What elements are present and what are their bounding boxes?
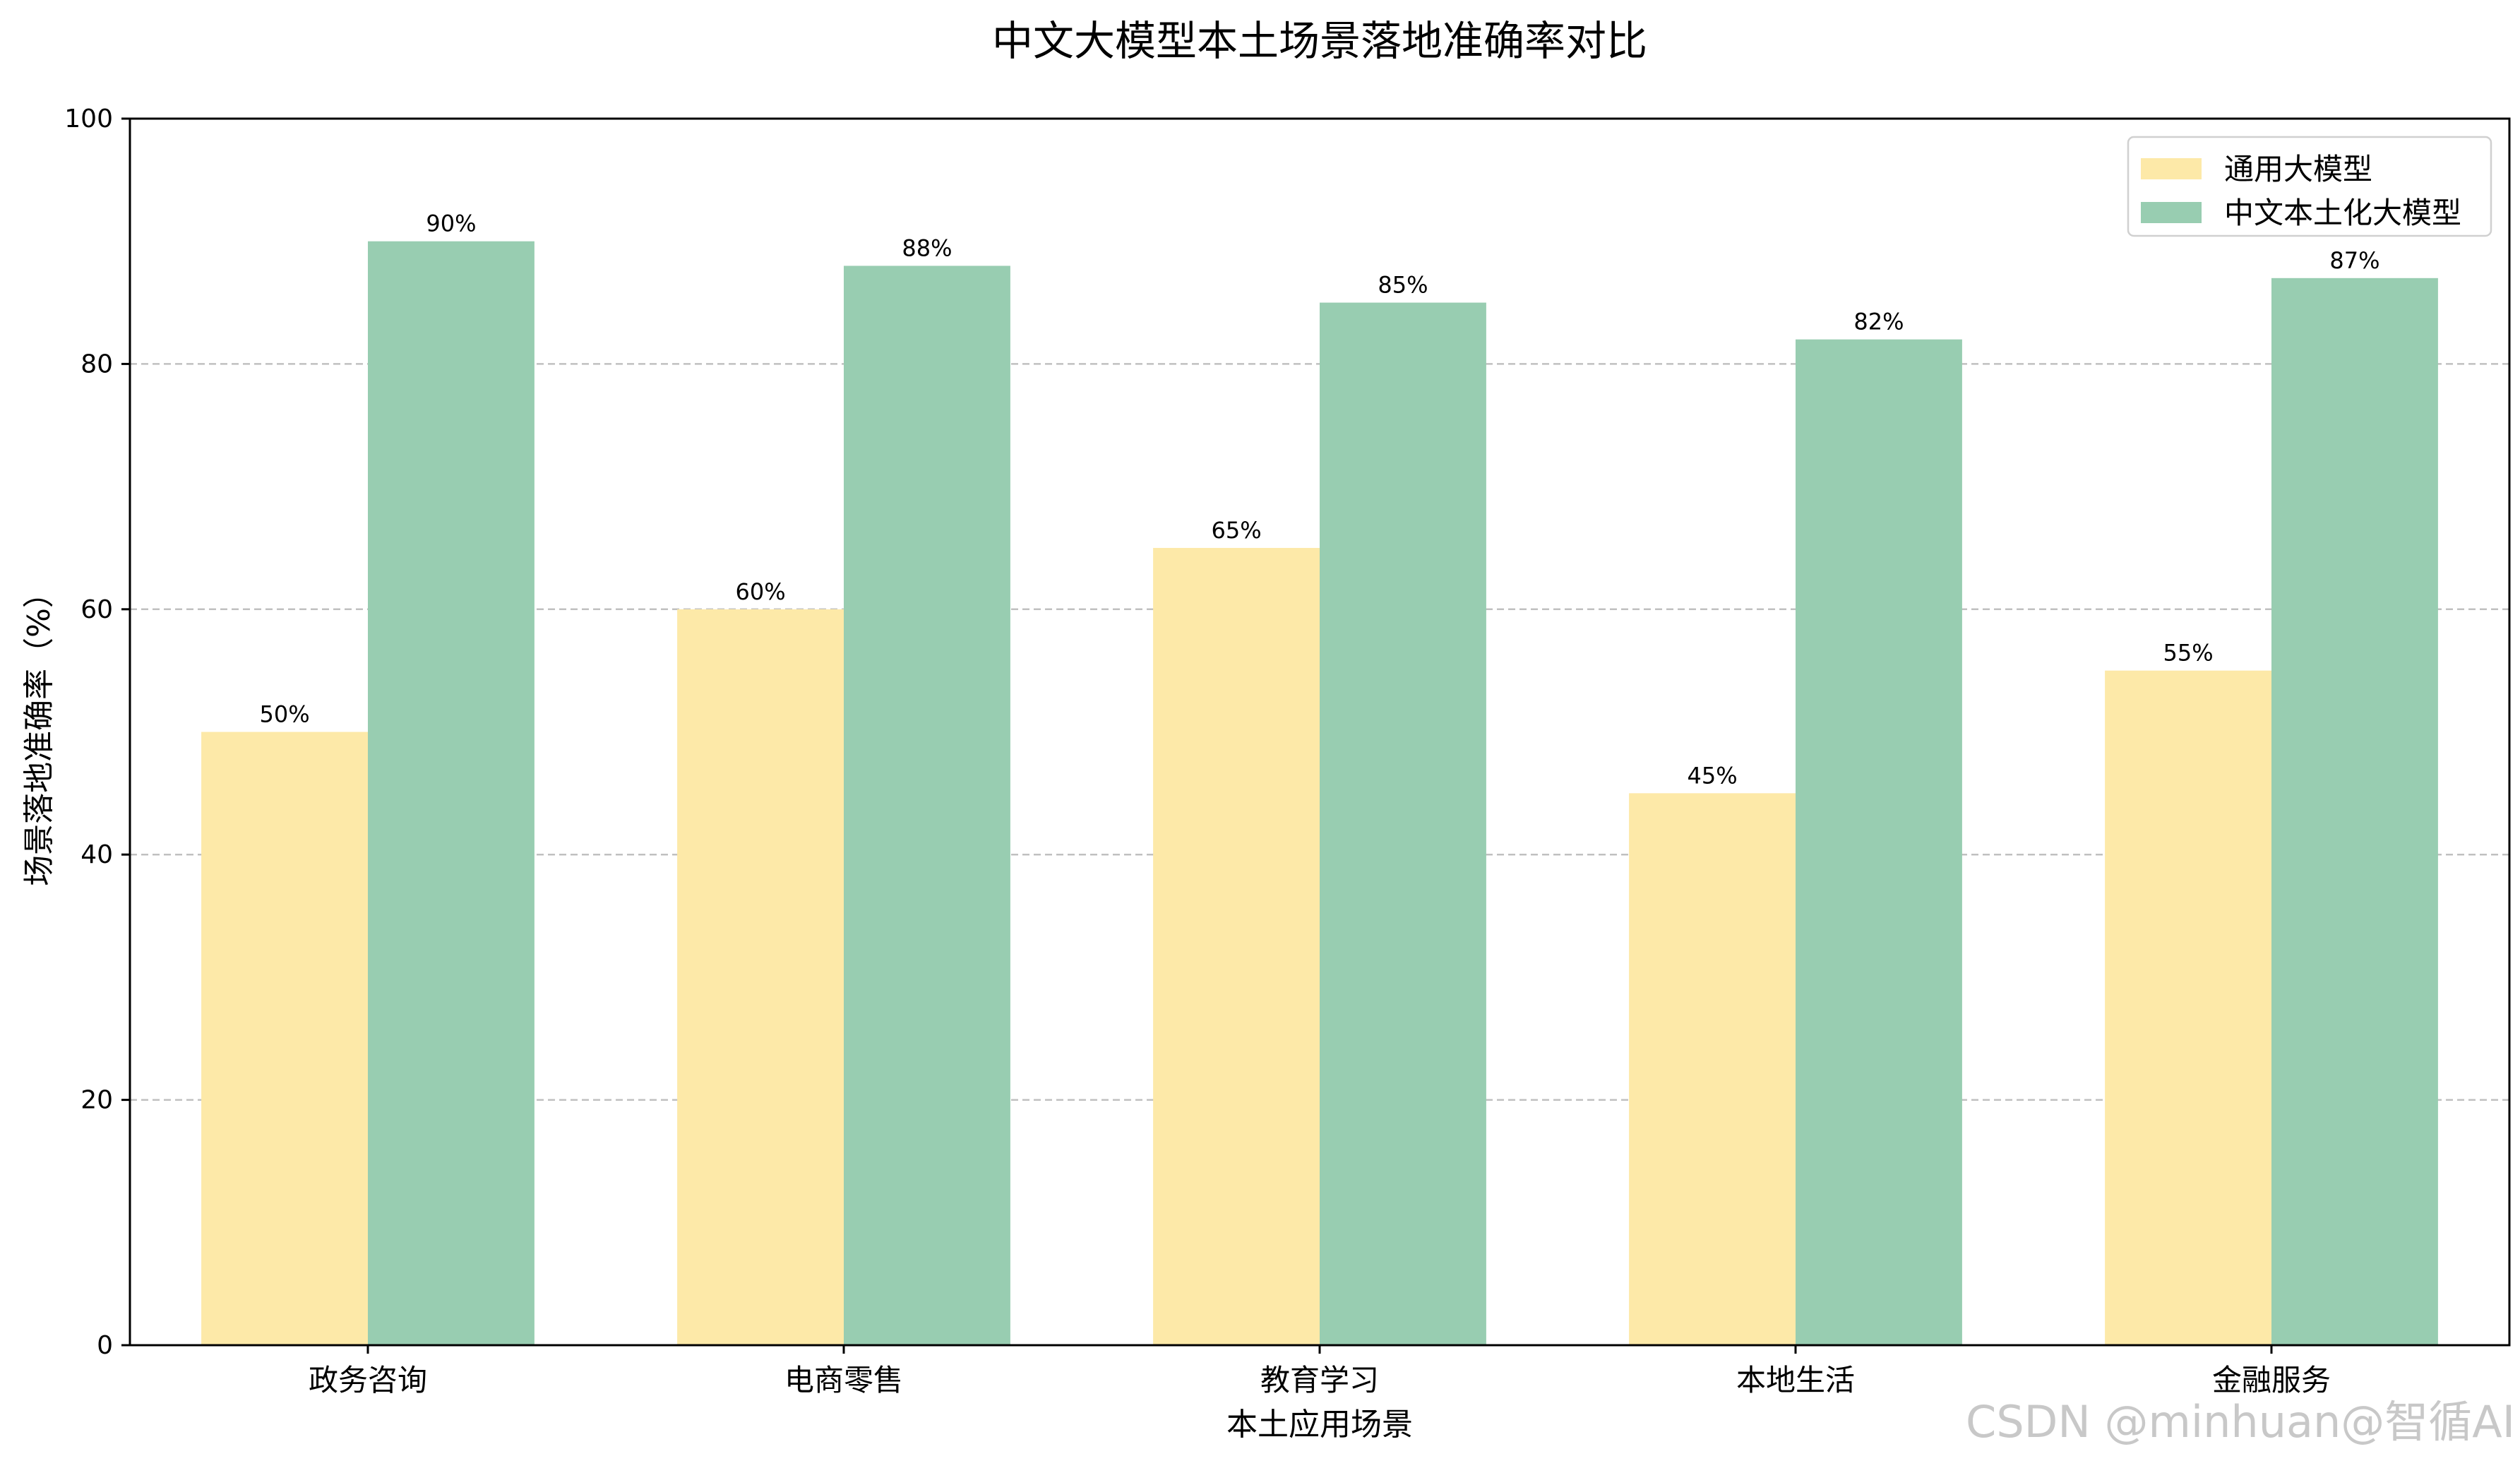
bar-value-label: 60%	[735, 578, 785, 605]
x-tick-label: 教育学习	[1260, 1363, 1379, 1397]
y-tick-label: 80	[80, 350, 113, 378]
y-tick-label: 60	[80, 595, 113, 624]
legend-swatch	[2141, 158, 2202, 179]
bar	[1796, 339, 1962, 1345]
bar	[2271, 278, 2438, 1345]
bar	[1629, 793, 1796, 1345]
bar-value-label: 45%	[1687, 762, 1737, 789]
y-tick-label: 40	[80, 840, 113, 869]
bar-value-label: 85%	[1378, 272, 1428, 299]
bar	[1320, 302, 1486, 1345]
y-tick-label: 20	[80, 1086, 113, 1115]
bar	[1153, 547, 1320, 1346]
bar-value-label: 87%	[2329, 247, 2379, 274]
bar-value-label: 55%	[2163, 640, 2213, 667]
bar-value-label: 90%	[426, 210, 476, 237]
legend-frame	[2127, 136, 2492, 237]
y-axis-label: 场景落地准确率（%）	[21, 577, 57, 886]
watermark-text: CSDN @minhuan@智循AI	[1966, 1396, 2515, 1448]
y-tick-label: 0	[97, 1331, 113, 1360]
bar-value-label: 50%	[259, 701, 309, 728]
bar-value-label: 65%	[1211, 517, 1261, 544]
x-tick-label: 电商零售	[784, 1363, 903, 1397]
x-axis-label: 本土应用场景	[1226, 1407, 1413, 1443]
bar-value-label: 88%	[902, 234, 952, 261]
bar	[201, 732, 368, 1345]
bar	[368, 241, 535, 1346]
x-axis-ticks: 政务咨询 电商零售 教育学习 本地生活 金融服务	[309, 1345, 2331, 1397]
x-tick-label: 本地生活	[1736, 1363, 1855, 1397]
bar	[677, 609, 844, 1345]
chart-title: 中文大模型本土场景落地准确率对比	[992, 17, 1647, 65]
legend-label: 通用大模型	[2224, 152, 2372, 186]
bar	[844, 266, 1010, 1346]
x-tick-label: 政务咨询	[309, 1363, 427, 1397]
y-tick-label: 100	[64, 105, 113, 133]
bar-value-label: 82%	[1853, 309, 1904, 335]
bars-group	[201, 241, 2438, 1346]
bar	[2105, 670, 2271, 1345]
y-axis-ticks: 0 20 40 60 80 100	[64, 105, 130, 1360]
value-labels-group: 50% 90% 60% 88% 65% 85% 45% 82% 55% 87%	[259, 210, 2379, 789]
x-tick-label: 金融服务	[2212, 1363, 2331, 1397]
legend-label: 中文本土化大模型	[2224, 196, 2461, 230]
legend-swatch	[2141, 202, 2202, 223]
